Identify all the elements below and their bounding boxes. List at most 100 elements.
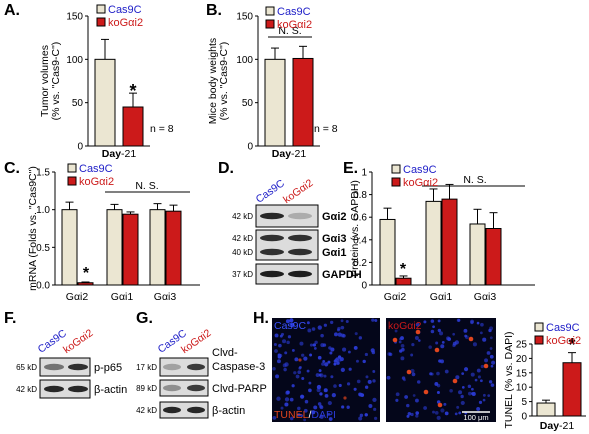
tunel-positive-cell — [298, 358, 302, 362]
band-cas9c — [260, 212, 284, 220]
band-cas9c — [260, 234, 284, 242]
legend-swatch-kog — [391, 177, 401, 187]
bar-kog — [485, 228, 502, 286]
band-kog — [187, 384, 205, 392]
mw-marker: 89 kD — [136, 384, 157, 393]
dapi-nucleus — [414, 336, 419, 341]
y-tick-label: 0 — [361, 281, 367, 292]
blot-row-pp65 — [39, 357, 91, 377]
y-tick-label: 0.4 — [353, 235, 367, 246]
legend-label-cas9c: Cas9C — [277, 6, 311, 18]
dapi-nucleus — [334, 332, 338, 337]
dapi-nucleus — [318, 369, 322, 373]
x-tick-label: Gαi2 — [66, 291, 89, 303]
y-axis-label: TUNEL (% vs. DAPI) — [503, 331, 515, 428]
significance-star: * — [568, 335, 575, 355]
dapi-nucleus — [356, 379, 361, 384]
dapi-nucleus — [340, 319, 344, 323]
dapi-nucleus — [372, 379, 376, 383]
dapi-nucleus — [362, 359, 366, 364]
dapi-nucleus — [479, 379, 483, 383]
dapi-nucleus — [358, 336, 363, 340]
dapi-nucleus — [298, 366, 302, 370]
tunel-positive-cell — [406, 369, 412, 375]
dapi-nucleus — [367, 379, 372, 384]
blot-row-parp — [159, 379, 209, 397]
dapi-nucleus — [436, 390, 440, 395]
dapi-nucleus — [316, 384, 322, 390]
dapi-nucleus — [470, 319, 474, 324]
lane-label-cas9c: Cas9C — [254, 177, 288, 205]
dapi-nucleus — [374, 319, 378, 322]
dapi-nucleus — [443, 402, 447, 406]
dapi-nucleus — [434, 410, 439, 415]
legend-label-kog: koGαi2 — [108, 17, 143, 29]
dapi-nucleus — [455, 375, 460, 380]
y-tick-label: 15 — [516, 368, 528, 379]
legend-label-kog: koGαi2 — [546, 335, 581, 347]
legend-swatch-cas9c — [534, 322, 544, 332]
dapi-nucleus — [437, 328, 442, 333]
tunel-positive-cell — [392, 337, 398, 343]
dapi-nucleus — [386, 375, 391, 380]
dapi-nucleus — [306, 321, 310, 325]
band-kog — [288, 212, 312, 220]
dapi-nucleus — [487, 394, 491, 397]
dapi-nucleus — [285, 319, 290, 324]
bar-kog — [441, 198, 458, 286]
dapi-nucleus — [407, 411, 412, 416]
bar-kog — [395, 277, 412, 286]
band-kog — [288, 248, 312, 256]
dapi-nucleus — [458, 411, 462, 415]
dapi-nucleus — [458, 390, 463, 395]
dapi-nucleus — [346, 382, 351, 386]
dapi-nucleus — [432, 325, 435, 329]
dapi-nucleus — [345, 319, 349, 323]
legend-label-cas9c: Cas9C — [403, 164, 437, 176]
dapi-nucleus — [394, 329, 398, 333]
dapi-nucleus — [441, 340, 445, 344]
y-axis-label: Protein (vs. GAPDH) — [349, 180, 361, 277]
bar-kog — [292, 57, 314, 147]
x-axis-label: Day-21 — [102, 148, 137, 160]
micrograph-label-cas9c: Cas9C — [274, 320, 307, 332]
dapi-nucleus — [282, 339, 287, 344]
dapi-nucleus — [372, 397, 377, 403]
y-tick-label: 100 — [66, 55, 83, 66]
panel-letter-g: G. — [136, 310, 153, 327]
y-axis-label: Mice body weights — [207, 38, 219, 124]
dapi-nucleus — [276, 396, 281, 401]
bar-cas9c — [425, 200, 442, 286]
mw-marker: 42 kD — [232, 212, 253, 221]
blot-label: Caspase-3 — [212, 361, 265, 373]
significance-star: * — [129, 81, 136, 101]
dapi-nucleus — [282, 363, 287, 368]
dapi-nucleus — [309, 343, 314, 347]
dapi-nucleus — [456, 405, 460, 409]
band-cas9c — [163, 384, 181, 392]
dapi-nucleus — [440, 408, 445, 413]
dapi-nucleus — [353, 345, 358, 350]
dapi-nucleus — [308, 388, 312, 393]
dapi-nucleus — [463, 367, 469, 372]
dapi-nucleus — [488, 328, 492, 333]
dapi-nucleus — [472, 342, 477, 347]
dapi-nucleus — [315, 373, 320, 377]
mw-marker: 37 kD — [232, 270, 253, 279]
dapi-nucleus — [346, 405, 350, 409]
blot-row-caspase3 — [159, 357, 209, 377]
dapi-nucleus — [467, 384, 472, 389]
blot-row-gai3-gai1 — [255, 229, 319, 261]
dapi-nucleus — [439, 331, 444, 336]
dapi-nucleus — [358, 392, 363, 397]
bar-cas9c — [469, 223, 486, 286]
bar-kog — [122, 213, 139, 286]
dapi-nucleus — [323, 374, 327, 378]
dapi-nucleus — [406, 414, 410, 418]
band-kog — [288, 270, 312, 278]
dapi-nucleus — [322, 360, 326, 363]
dapi-nucleus — [295, 374, 300, 379]
dapi-nucleus — [333, 362, 337, 366]
dapi-nucleus — [327, 360, 331, 364]
dapi-nucleus — [358, 416, 363, 421]
